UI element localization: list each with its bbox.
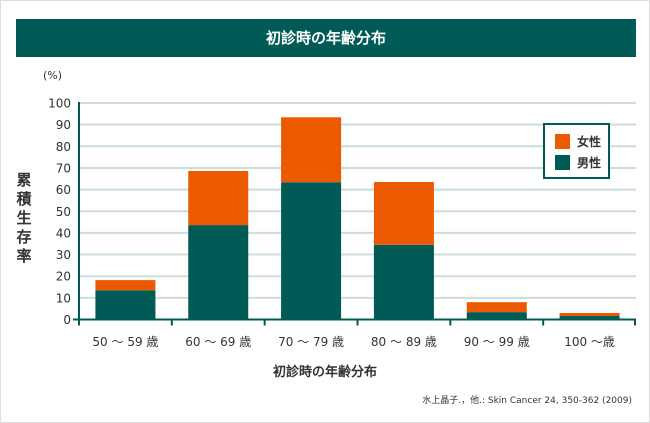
bar-female bbox=[466, 302, 527, 313]
y-tick-label: 30 bbox=[56, 248, 71, 262]
y-tick-label: 0 bbox=[63, 313, 71, 327]
x-axis-label: 初診時の年齢分布 bbox=[272, 365, 377, 380]
x-tick-label: 50 ～ 59 歳 bbox=[92, 335, 158, 349]
y-tick-label: 50 bbox=[56, 205, 71, 219]
legend-label: 男性 bbox=[577, 156, 602, 170]
y-tick-label: 20 bbox=[56, 270, 71, 284]
bar-male bbox=[281, 182, 342, 320]
y-tick-label: 10 bbox=[56, 291, 71, 305]
bar-female bbox=[188, 170, 249, 226]
legend-label: 女性 bbox=[577, 135, 602, 149]
x-tick-label: 70 ～ 79 歳 bbox=[278, 335, 344, 349]
legend-swatch-male bbox=[555, 155, 570, 170]
x-tick-label: 90 ～ 99 歳 bbox=[464, 335, 530, 349]
legend: 女性 男性 bbox=[543, 123, 610, 179]
y-tick-label: 60 bbox=[56, 183, 71, 197]
y-tick-label: 70 bbox=[56, 161, 71, 175]
x-tick-label: 80 ～ 89 歳 bbox=[371, 335, 437, 349]
y-tick-label: 80 bbox=[56, 140, 71, 154]
bar-male bbox=[466, 312, 527, 320]
bar-male bbox=[95, 290, 156, 320]
legend-item-male: 男性 bbox=[555, 154, 601, 171]
bar-female bbox=[373, 182, 434, 245]
chart-title: 初診時の年齢分布 bbox=[16, 19, 636, 57]
y-tick-label: 100 bbox=[48, 97, 71, 111]
source-citation: 水上晶子.，他.: Skin Cancer 24, 350-362 (2009) bbox=[422, 396, 632, 406]
x-tick-label: 60 ～ 69 歳 bbox=[185, 335, 251, 349]
bar-female bbox=[559, 313, 620, 317]
bar-female bbox=[95, 280, 156, 291]
legend-item-female: 女性 bbox=[555, 133, 601, 150]
x-tick-label: 100 ～歳 bbox=[564, 335, 615, 349]
y-axis-label: 累積生存率 bbox=[16, 171, 32, 265]
bar-male bbox=[188, 225, 249, 320]
bar-male bbox=[373, 244, 434, 320]
legend-swatch-female bbox=[555, 134, 570, 149]
y-tick-label: 40 bbox=[56, 226, 71, 240]
bar-female bbox=[281, 117, 342, 183]
y-unit: (%) bbox=[43, 69, 63, 82]
y-tick-label: 90 bbox=[56, 118, 71, 132]
bar-male bbox=[559, 316, 620, 320]
